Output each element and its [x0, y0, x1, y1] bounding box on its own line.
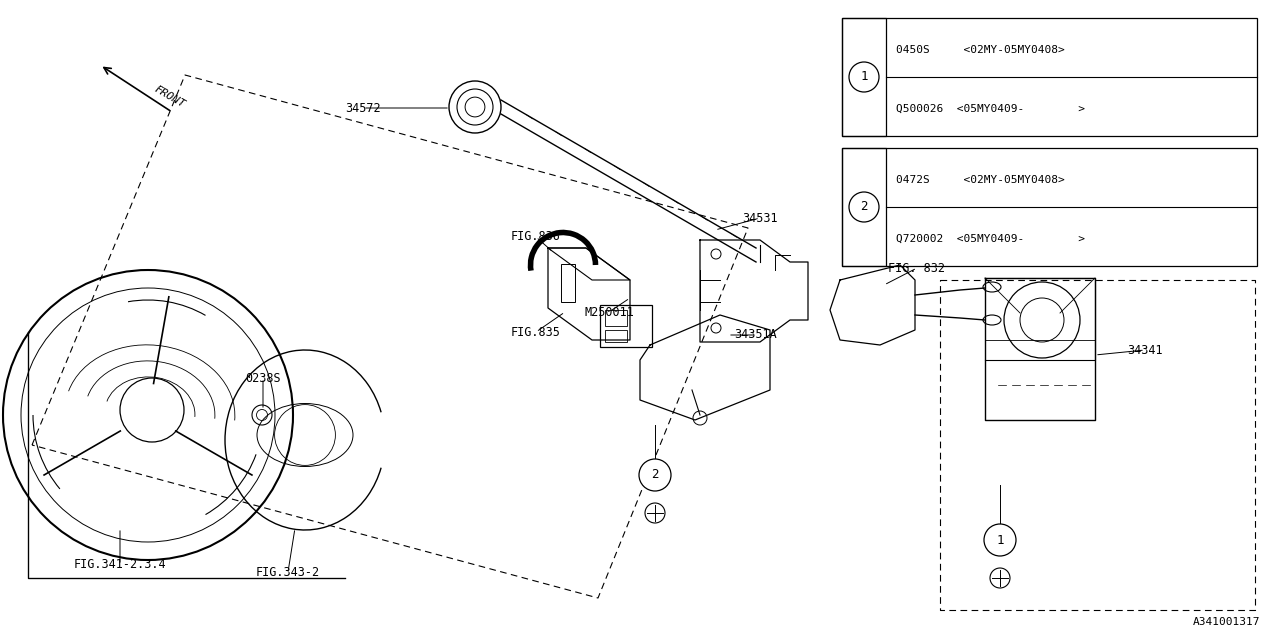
- Bar: [842, 148, 886, 266]
- Text: 34531: 34531: [742, 211, 778, 225]
- Bar: [842, 18, 886, 136]
- Bar: [842, 148, 1257, 266]
- Text: M250011: M250011: [584, 305, 634, 319]
- Text: 0472S     <02MY-05MY0408>: 0472S <02MY-05MY0408>: [896, 175, 1065, 185]
- Text: 34341: 34341: [1128, 344, 1162, 356]
- Text: 1: 1: [860, 70, 868, 83]
- Circle shape: [984, 524, 1016, 556]
- Bar: [605, 310, 627, 326]
- Text: 34351A: 34351A: [735, 328, 777, 342]
- Text: FIG.341-2.3.4: FIG.341-2.3.4: [74, 559, 166, 572]
- Text: FIG. 832: FIG. 832: [888, 262, 946, 275]
- Text: 2: 2: [652, 468, 659, 481]
- Text: 2: 2: [860, 200, 868, 214]
- Text: A341001317: A341001317: [1193, 617, 1260, 627]
- Text: 34572: 34572: [346, 102, 381, 115]
- Text: Q720002  <05MY0409-        >: Q720002 <05MY0409- >: [896, 234, 1085, 244]
- Circle shape: [639, 459, 671, 491]
- Circle shape: [849, 192, 879, 222]
- Text: 0450S     <02MY-05MY0408>: 0450S <02MY-05MY0408>: [896, 45, 1065, 55]
- Bar: [600, 305, 652, 347]
- Circle shape: [849, 62, 879, 92]
- Text: FRONT: FRONT: [152, 84, 186, 110]
- Bar: [842, 18, 1257, 136]
- Text: Q500026  <05MY0409-        >: Q500026 <05MY0409- >: [896, 104, 1085, 114]
- Text: FIG.835: FIG.835: [511, 326, 561, 339]
- Bar: [605, 330, 627, 342]
- Text: FIG.836: FIG.836: [511, 230, 561, 243]
- Text: 1: 1: [996, 534, 1004, 547]
- Text: FIG.343-2: FIG.343-2: [256, 566, 320, 579]
- Text: 0238S: 0238S: [246, 371, 280, 385]
- Bar: [561, 264, 575, 302]
